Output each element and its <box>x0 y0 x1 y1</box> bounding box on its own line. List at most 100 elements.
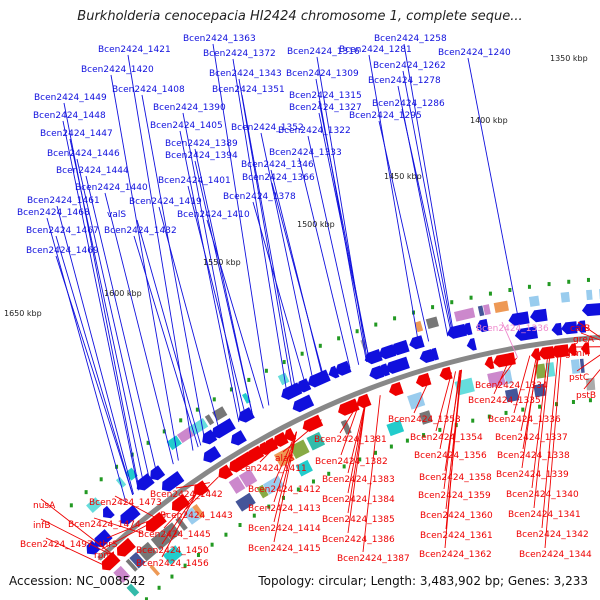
gene-arrow <box>508 311 530 326</box>
feature-block <box>560 291 571 303</box>
label-connector <box>435 372 453 432</box>
gene-arrow <box>389 381 404 396</box>
feature-block <box>129 551 146 569</box>
kbp-tick-label: 1450 kbp <box>384 172 422 181</box>
kbp-tick-layer: 1350 kbp 1400 kbp 1450 kbp 1500 kbp 1550 kbp… <box>4 54 588 318</box>
marker-dot <box>567 279 571 284</box>
reverse-gene-label: Bcen2424_1356 <box>414 451 487 461</box>
gene-arrow <box>247 445 265 462</box>
marker-dot <box>210 542 214 547</box>
marker-dot <box>373 450 377 455</box>
reverse-gene-label: Bcen2424_1342 <box>516 530 589 540</box>
label-connector <box>106 512 168 539</box>
forward-gene-label: Bcen2424_1394 <box>165 151 238 161</box>
label-connector <box>531 352 549 489</box>
gene-arrow <box>284 428 297 442</box>
forward-gene-label: Bcen2424_1390 <box>153 103 226 113</box>
forward-gene-label: Bcen2424_1469 <box>26 246 99 256</box>
gene-arrow <box>211 418 236 439</box>
label-connector <box>413 378 431 414</box>
gene-arrow <box>369 365 385 380</box>
feature-block <box>407 391 426 410</box>
label-connector <box>55 255 134 495</box>
label-connector <box>577 321 600 338</box>
gene-arrow <box>580 342 590 355</box>
label-connector <box>576 354 600 372</box>
reverse-gene-label: greA <box>573 335 595 345</box>
reverse-gene-label: Bcen2424_1359 <box>418 491 491 501</box>
gene-arrow <box>218 464 234 480</box>
gene-arrow <box>202 429 218 445</box>
forward-gene-label: Bcen2424_1281 <box>339 45 412 55</box>
gene-arrow <box>234 451 255 470</box>
marker-dot <box>247 377 251 382</box>
reverse-gene-label: Bcen2424_1473 <box>89 498 162 508</box>
marker-dot <box>115 464 119 469</box>
label-connector <box>260 132 315 384</box>
marker-dot <box>157 585 161 590</box>
feature-block <box>534 363 547 379</box>
forward-gene-label: Bcen2424_1410 <box>177 210 250 220</box>
gene-arrow <box>101 551 121 571</box>
label-connector <box>467 57 520 322</box>
marker-dot <box>508 287 512 292</box>
gene-arrow <box>136 473 155 491</box>
marker-dot <box>586 277 590 282</box>
label-connector <box>76 158 151 482</box>
forward-gene-label: Bcen2424_1372 <box>203 49 276 59</box>
reverse-gene-label: Bcen2424_1334 <box>475 381 548 391</box>
forward-gene-label: Bcen2424_1448 <box>33 111 106 121</box>
reverse-gene-label: Bcen2424_1335 <box>468 396 541 406</box>
label-connector <box>443 370 460 490</box>
label-connector <box>238 78 294 394</box>
gene-arrow <box>484 356 495 370</box>
gene-arrow <box>116 537 136 557</box>
label-connector <box>513 355 531 414</box>
marker-dot <box>337 336 341 341</box>
forward-gene-label: Bcen2424_1461 <box>27 196 100 206</box>
forward-gene-label: Bcen2424_1432 <box>104 226 177 236</box>
label-connector <box>339 403 359 434</box>
forward-gene-label: Bcen2424_1389 <box>165 139 238 149</box>
marker-dot <box>170 574 174 579</box>
forward-gene-label: Bcen2424_1351 <box>212 85 285 95</box>
reverse-gene-label: Bcen2424_1412 <box>248 485 321 495</box>
label-connector <box>182 112 242 421</box>
reverse-gene-label: pstB <box>576 391 596 401</box>
feature-block <box>487 370 506 388</box>
reverse-gene-label: Bcen2424_1362 <box>419 550 492 560</box>
forward-gene-label: Bcen2424_1467 <box>26 226 99 236</box>
forward-gene-label: Bcen2424_1346 <box>241 160 314 170</box>
marker-dot <box>527 284 531 289</box>
label-connector <box>298 157 351 369</box>
label-connector <box>273 431 297 523</box>
feature-block <box>86 497 103 513</box>
forward-gene-label: Bcen2424_1262 <box>373 61 446 71</box>
feature-block <box>477 305 485 317</box>
reverse-gene-label: Bcen2424_1361 <box>420 531 493 541</box>
marker-dot <box>358 457 362 462</box>
forward-gene-label: Bcen2424_1363 <box>183 34 256 44</box>
marker-dot <box>183 563 187 568</box>
feature-block <box>386 419 405 437</box>
gene-arrow <box>550 344 570 358</box>
feature-block <box>166 435 182 451</box>
marker-dot <box>588 398 592 403</box>
reverse-gene-label: alaS <box>275 454 295 464</box>
feature-block <box>340 419 352 435</box>
reverse-gene-label: Bcen2424_1450 <box>136 546 209 556</box>
reverse-gene-label: infB <box>33 521 51 531</box>
label-connector <box>533 352 551 509</box>
kbp-tick-label: 1550 kbp <box>203 258 241 267</box>
gene-arrow <box>296 378 312 393</box>
reverse-gene-label: Bcen2424_1338 <box>497 451 570 461</box>
forward-gene-label: Bcen2424_1440 <box>75 183 148 193</box>
feature-block <box>306 431 326 451</box>
forward-gene-label: Bcen2424_1240 <box>438 48 511 58</box>
label-connector <box>259 438 285 463</box>
label-connector <box>271 182 325 380</box>
feature-block <box>235 492 256 512</box>
reverse-gene-label: Bcen2424_1381 <box>314 435 387 445</box>
reverse-gene-label: Bcen2424_1336 <box>488 415 561 425</box>
